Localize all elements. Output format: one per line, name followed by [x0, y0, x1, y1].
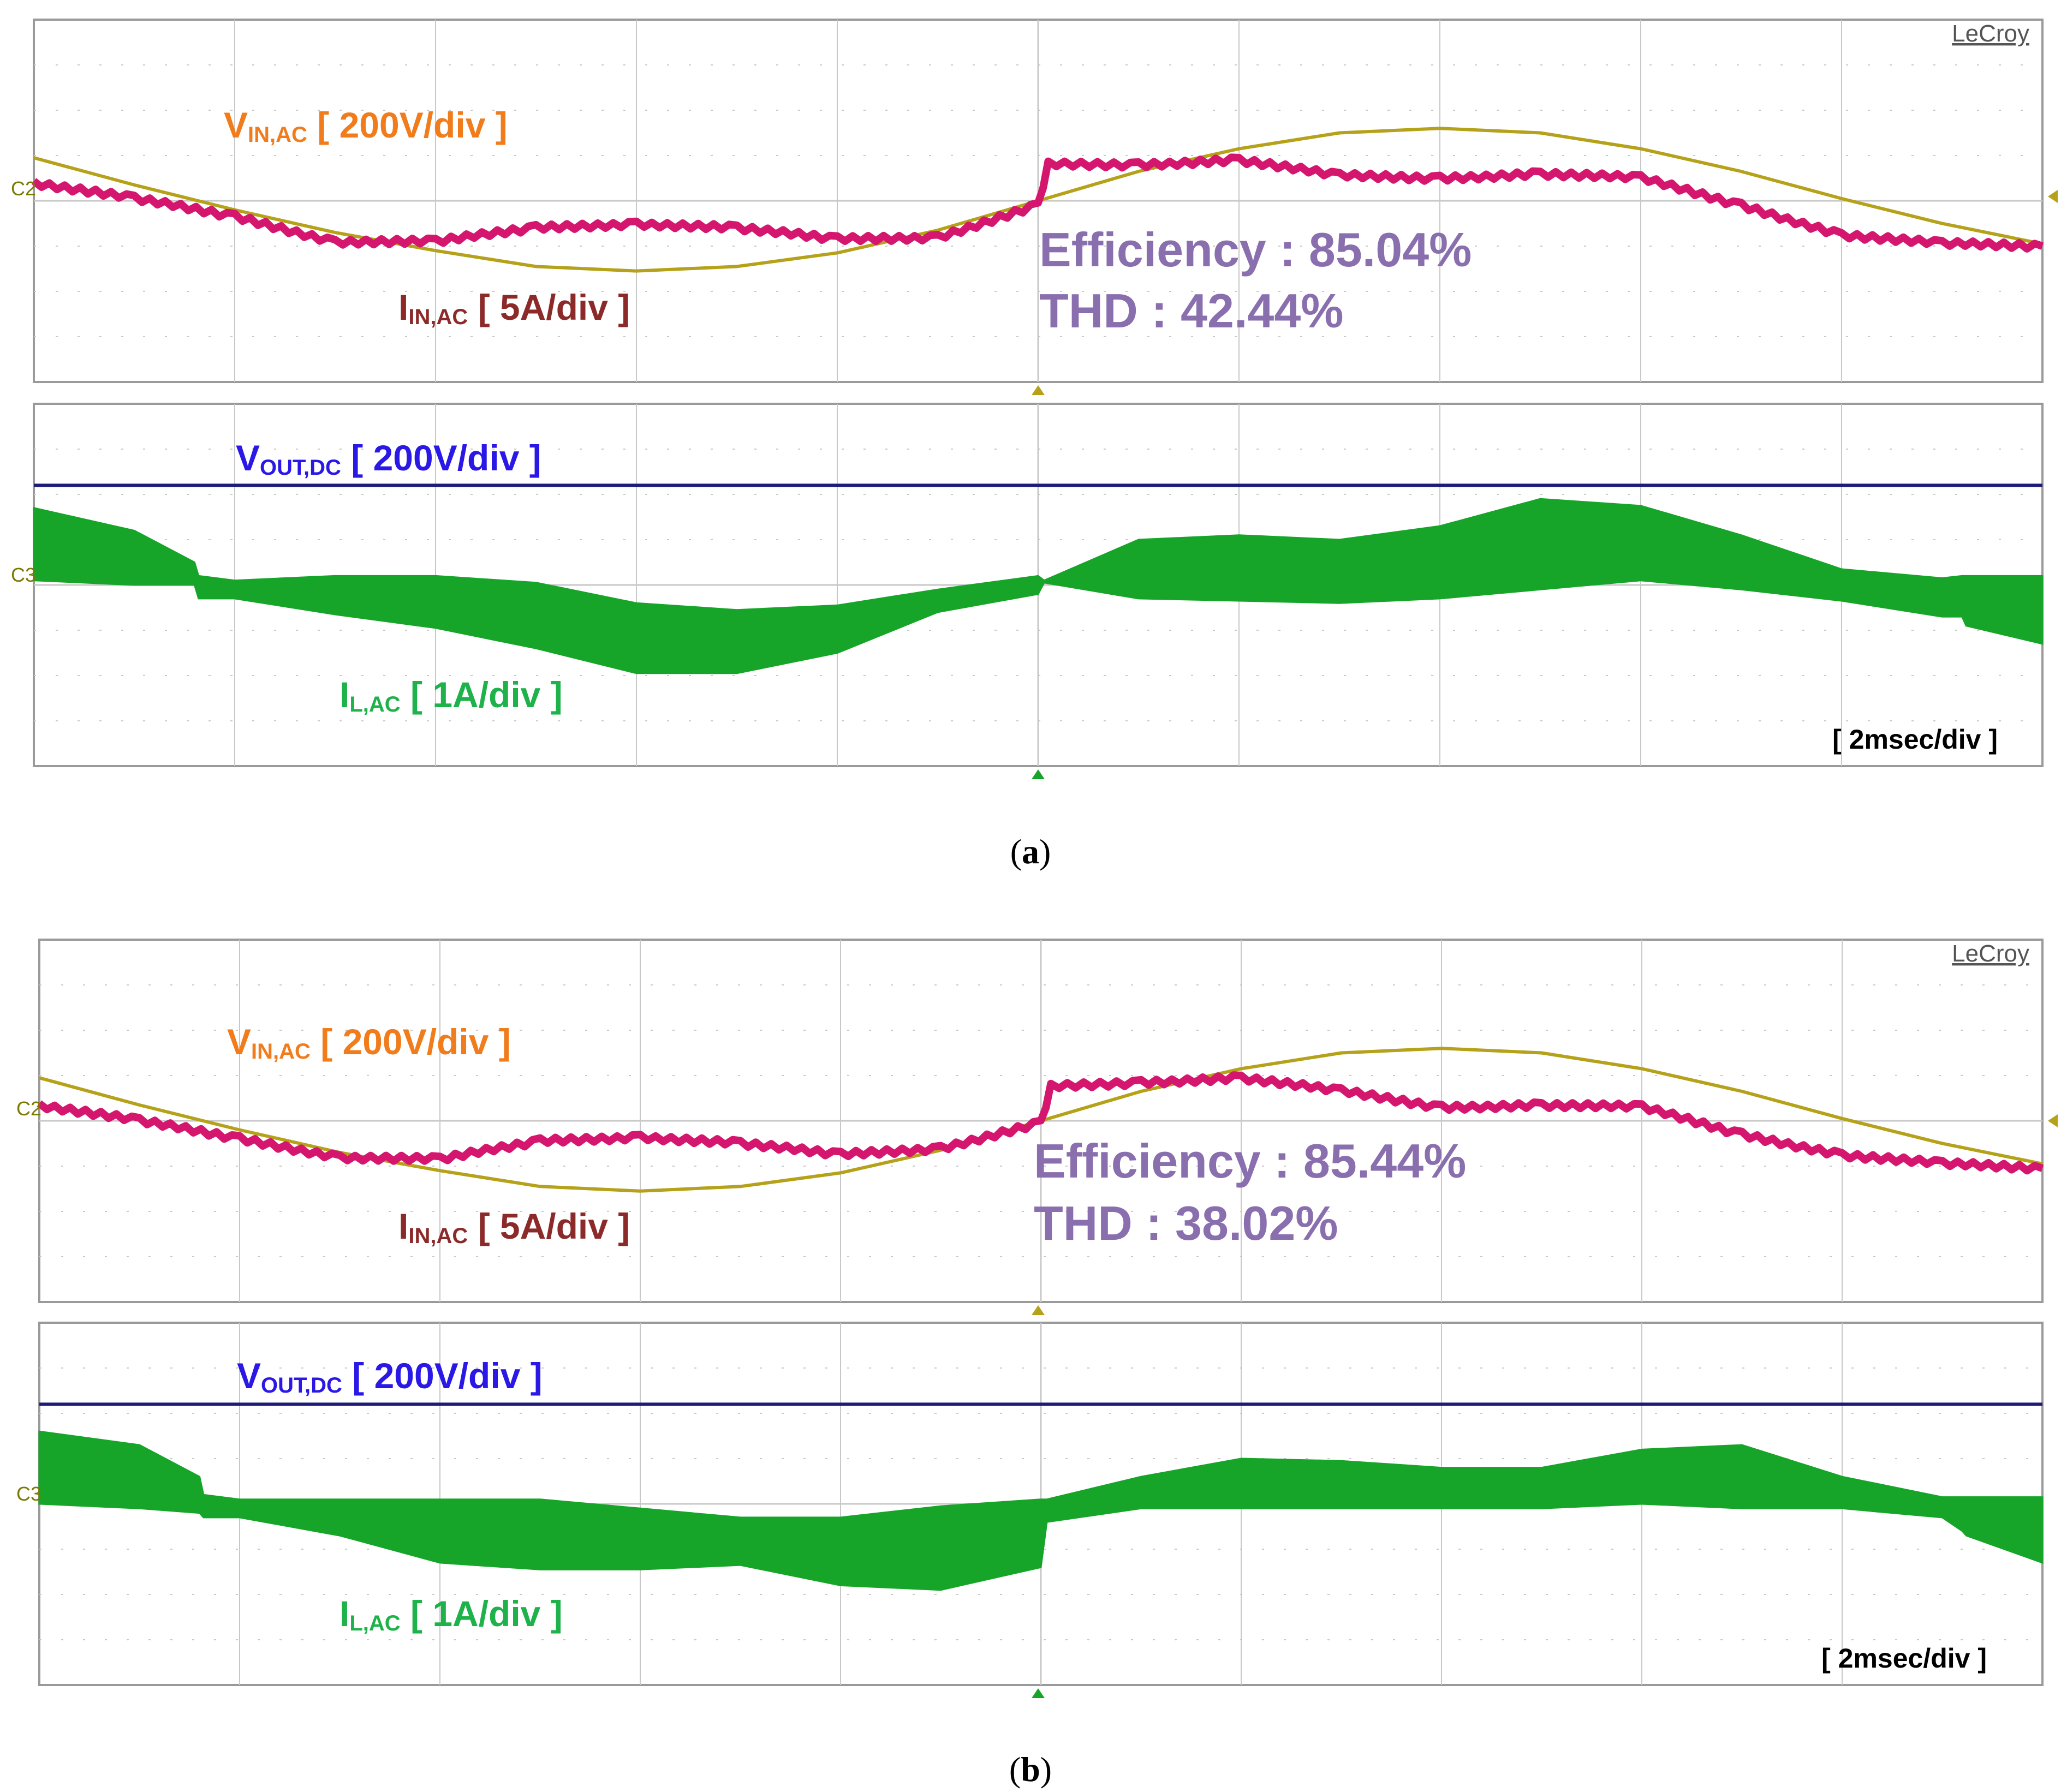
panel-a-iin-label: IIN,AC [ 5A/div ] [398, 287, 630, 329]
panel-b-vin-label: VIN,AC [ 200V/div ] [227, 1022, 511, 1064]
panel-b-efficiency: Efficiency : 85.44% [1034, 1134, 1466, 1188]
panel-a-bottom-grid [34, 404, 2042, 766]
panel-a-iin-trace [31, 153, 2044, 253]
panel-a-top-channel-marker: C2 [11, 177, 36, 200]
panel-a-caption: (a) [1010, 832, 1051, 871]
panel-a-top-trigger-marker [1032, 385, 1045, 395]
panel-b-timebase: [ 2msec/div ] [1821, 1643, 1987, 1674]
panel-b-bottom-channel-marker: C3 [16, 1483, 41, 1505]
panel-a-timebase: [ 2msec/div ] [1832, 724, 1998, 755]
panel-b-iin-trace [37, 1071, 2044, 1175]
panel-a-bottom-channel-marker: C3 [11, 564, 36, 586]
panel-a-vin-label: VIN,AC [ 200V/div ] [224, 105, 508, 147]
panel-b-top-channel-marker: C2 [16, 1097, 41, 1120]
panel-a-bottom-trigger-marker [1032, 769, 1045, 779]
panel-a-brand-logo: LeCroy [1952, 20, 2029, 47]
panel-b-il-label: IL,AC [ 1A/div ] [339, 1593, 563, 1635]
panel-a-efficiency: Efficiency : 85.04% [1039, 223, 1472, 277]
panel-a-il-label: IL,AC [ 1A/div ] [339, 674, 563, 716]
panel-b-il-trace [38, 1430, 2044, 1591]
panel-a: LeCroy C2 C3 VIN,AC [ 200V/div ] IIN,AC … [11, 19, 2058, 871]
panel-b-bottom-trigger-marker [1032, 1688, 1045, 1698]
panel-a-right-level-marker [2048, 190, 2058, 203]
panel-a-vout-label: VOUT,DC [ 200V/div ] [236, 438, 541, 480]
panel-b: LeCroy C2 C3 VIN,AC [ 200V/div ] IIN,AC … [16, 939, 2058, 1789]
panel-b-iin-label: IIN,AC [ 5A/div ] [398, 1206, 630, 1248]
panel-b-vout-label: VOUT,DC [ 200V/div ] [237, 1355, 543, 1397]
panel-b-brand-logo: LeCroy [1952, 940, 2029, 967]
panel-b-top-trigger-marker [1032, 1305, 1045, 1315]
panel-a-thd: THD : 42.44% [1039, 284, 1344, 338]
panel-b-right-level-marker [2048, 1114, 2058, 1127]
panel-a-il-trace [33, 498, 2044, 674]
panel-b-thd: THD : 38.02% [1034, 1196, 1338, 1250]
panel-b-caption: (b) [1009, 1750, 1052, 1789]
